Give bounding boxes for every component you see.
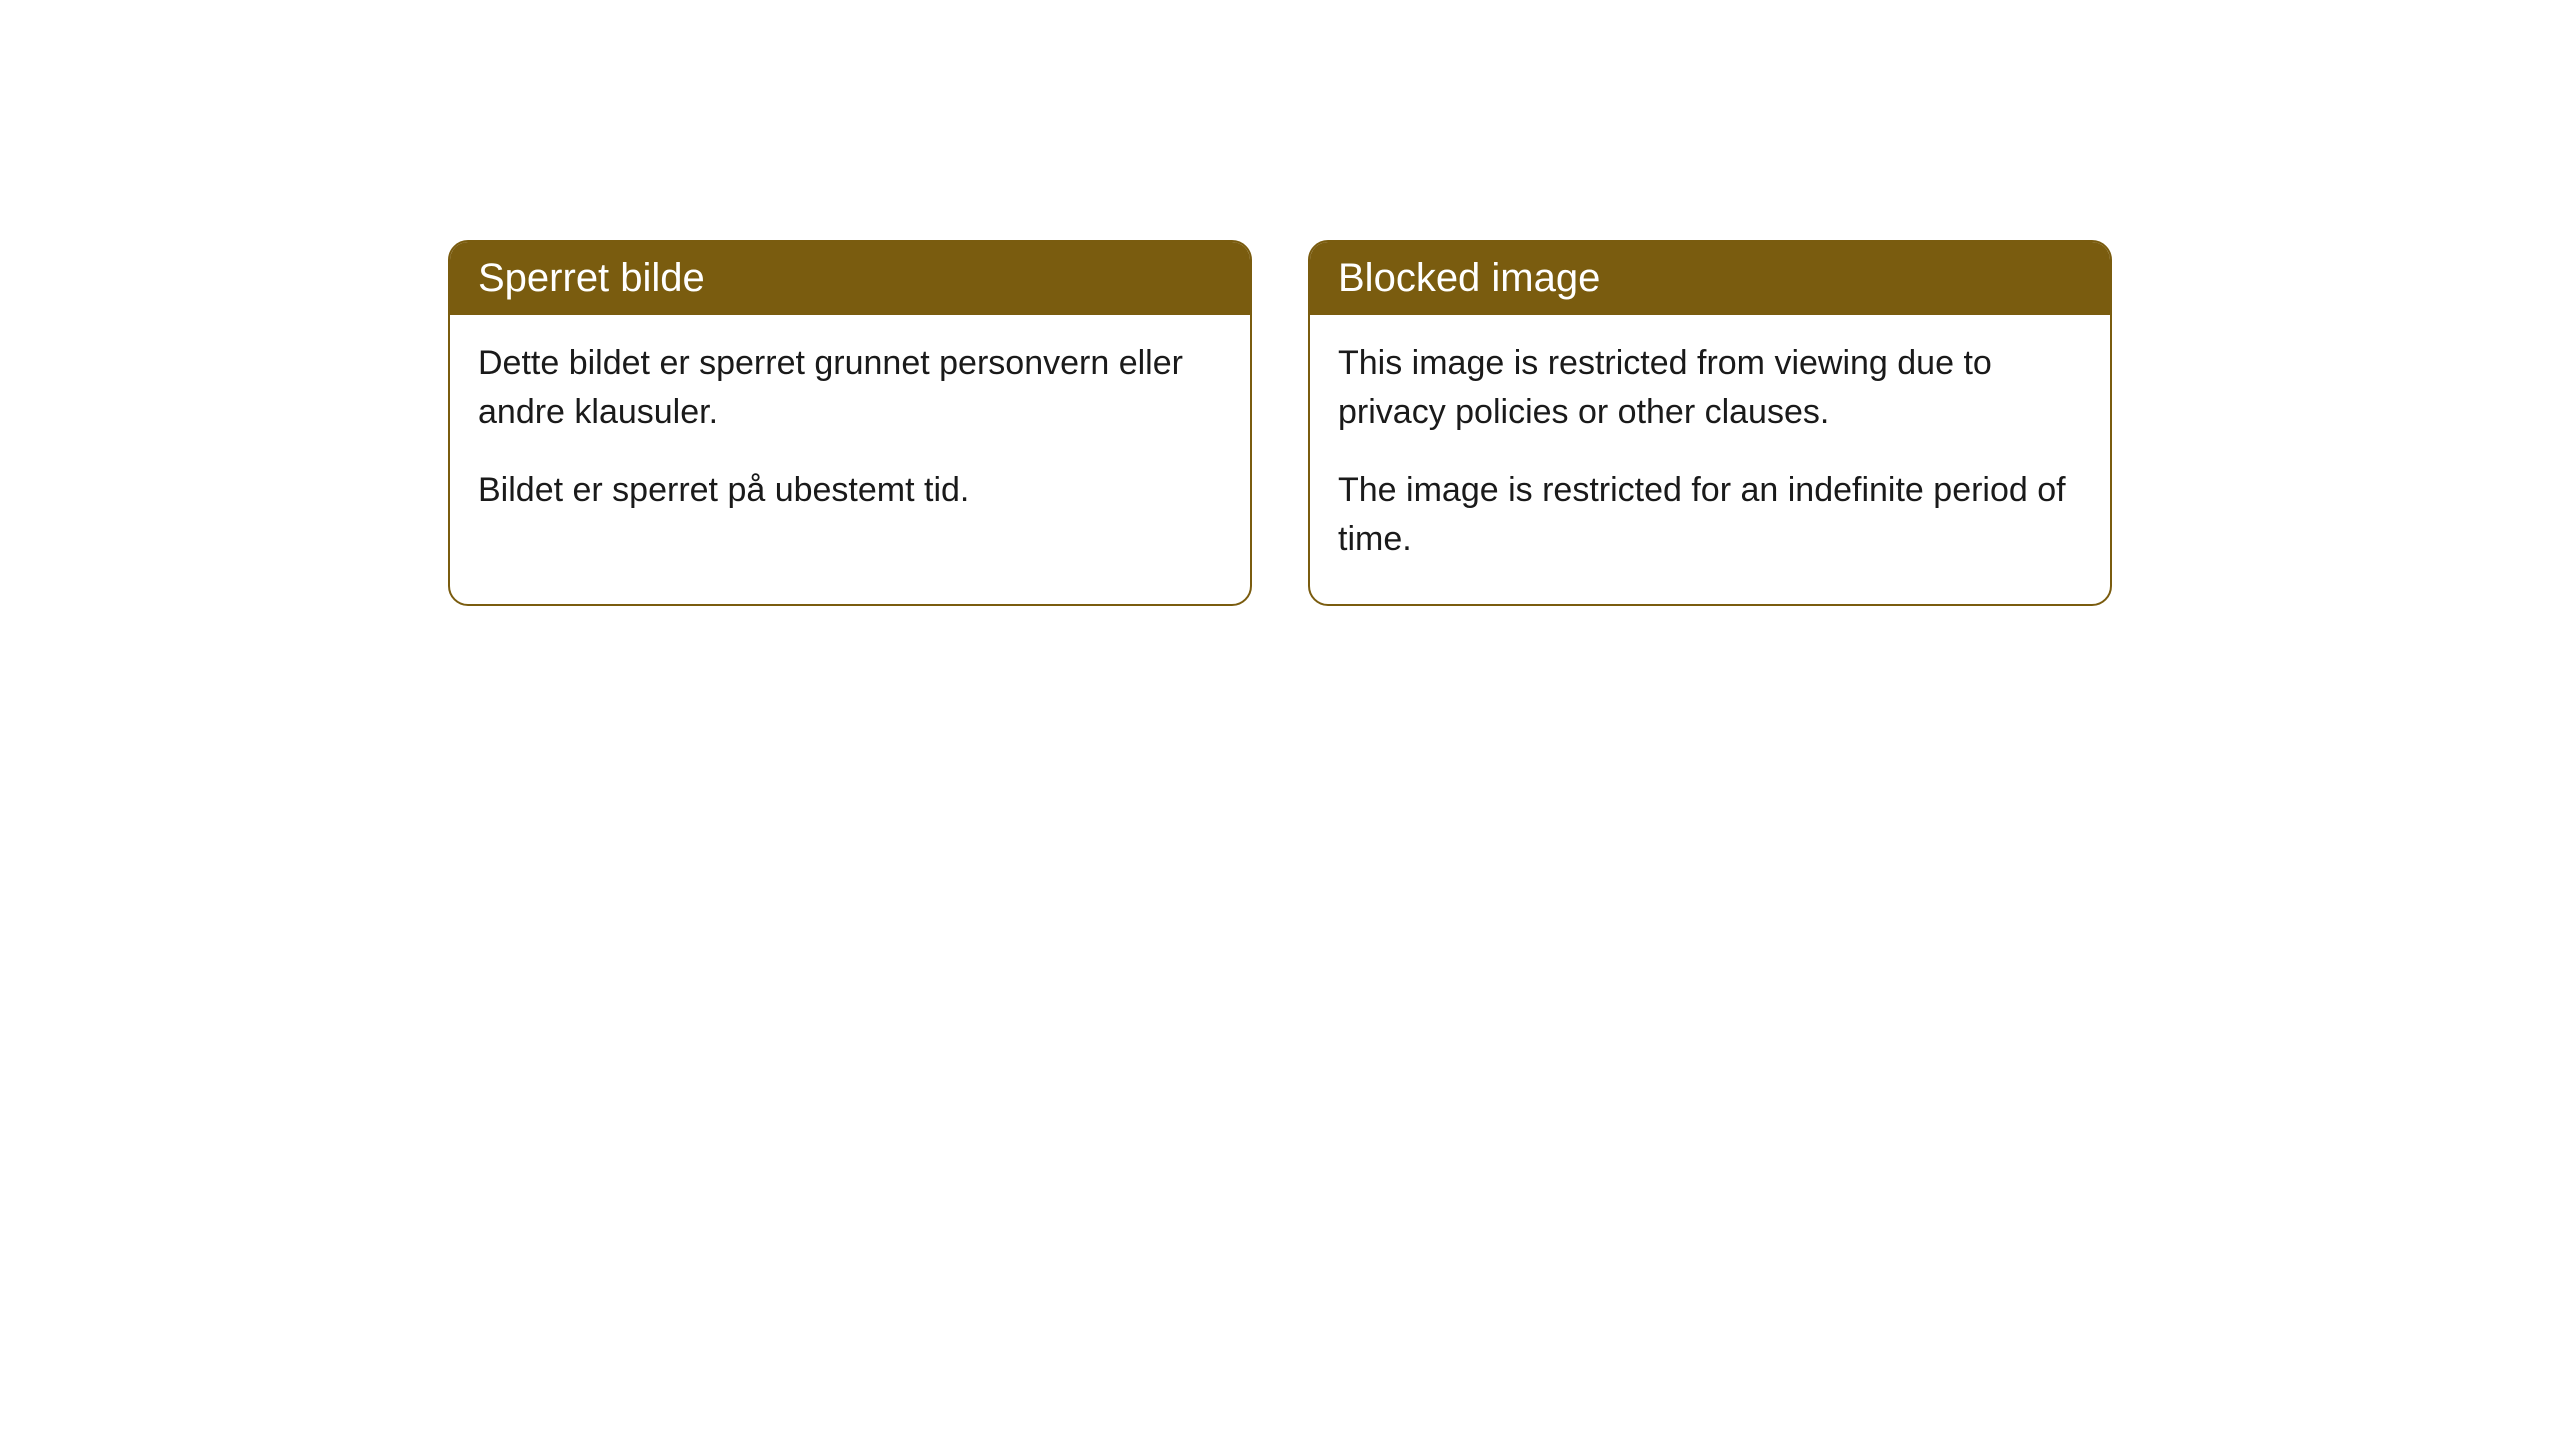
card-paragraph2-no: Bildet er sperret på ubestemt tid. <box>478 466 1222 515</box>
card-header-en: Blocked image <box>1310 242 2110 315</box>
card-paragraph1-no: Dette bildet er sperret grunnet personve… <box>478 339 1222 438</box>
card-paragraph1-en: This image is restricted from viewing du… <box>1338 339 2082 438</box>
card-title-no: Sperret bilde <box>478 256 705 300</box>
card-header-no: Sperret bilde <box>450 242 1250 315</box>
card-body-en: This image is restricted from viewing du… <box>1310 315 2110 604</box>
blocked-image-card-no: Sperret bilde Dette bildet er sperret gr… <box>448 240 1252 606</box>
card-paragraph2-en: The image is restricted for an indefinit… <box>1338 466 2082 565</box>
cards-container: Sperret bilde Dette bildet er sperret gr… <box>0 0 2560 606</box>
blocked-image-card-en: Blocked image This image is restricted f… <box>1308 240 2112 606</box>
card-title-en: Blocked image <box>1338 256 1600 300</box>
card-body-no: Dette bildet er sperret grunnet personve… <box>450 315 1250 555</box>
